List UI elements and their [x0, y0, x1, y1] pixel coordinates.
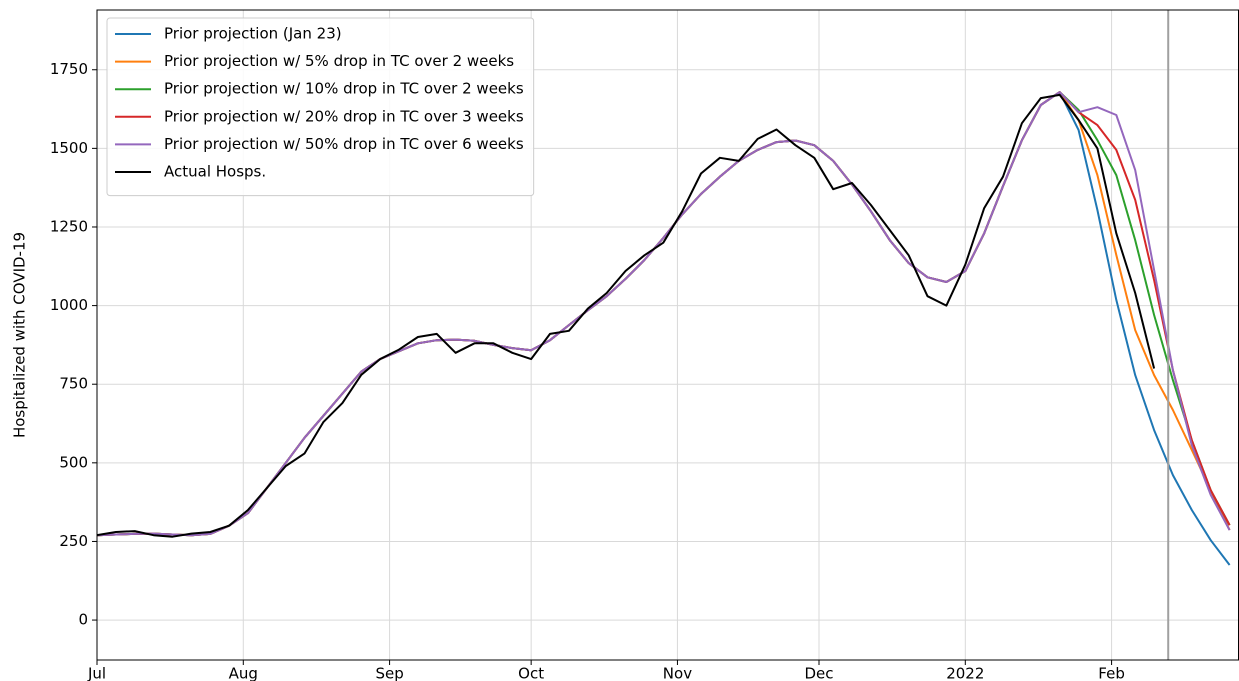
- legend-label: Prior projection w/ 5% drop in TC over 2…: [164, 52, 514, 70]
- y-tick-label: 1500: [50, 139, 88, 157]
- series-line: [97, 91, 1231, 537]
- x-tick-label: Dec: [804, 665, 833, 681]
- y-tick-label: 0: [78, 611, 88, 629]
- x-tick-label: Sep: [375, 665, 403, 681]
- y-tick-label: 1000: [50, 296, 88, 314]
- y-tick-label: 500: [59, 453, 88, 471]
- x-tick-label: Jul: [87, 665, 106, 681]
- y-tick-label: 750: [59, 375, 88, 393]
- y-tick-label: 250: [59, 532, 88, 550]
- legend: Prior projection (Jan 23) Prior projectio…: [106, 17, 535, 197]
- legend-label: Prior projection w/ 20% drop in TC over …: [164, 107, 524, 125]
- y-tick-label: 1750: [50, 60, 88, 78]
- legend-label: Prior projection w/ 10% drop in TC over …: [164, 80, 524, 98]
- y-axis-label: Hospitalized with COVID-19: [11, 232, 29, 438]
- legend-label: Prior projection w/ 50% drop in TC over …: [164, 135, 524, 153]
- x-tick-label: Feb: [1098, 665, 1125, 681]
- legend-label: Actual Hosps.: [164, 163, 266, 181]
- legend-box: [106, 17, 535, 197]
- lines: [97, 10, 1231, 660]
- x-tick-label: 2022: [946, 665, 984, 681]
- x-tick-label: Nov: [663, 665, 692, 681]
- x-tick-label: Aug: [229, 665, 258, 681]
- axes: 0 250 500 750 1000 1250 1500 1750 Jul Aug Sep Oct No…: [50, 60, 1125, 681]
- y-tick-label: 1250: [50, 217, 88, 235]
- series-line: [97, 93, 1156, 538]
- x-tick-label: Oct: [518, 665, 544, 681]
- legend-label: Prior projection (Jan 23): [164, 25, 342, 43]
